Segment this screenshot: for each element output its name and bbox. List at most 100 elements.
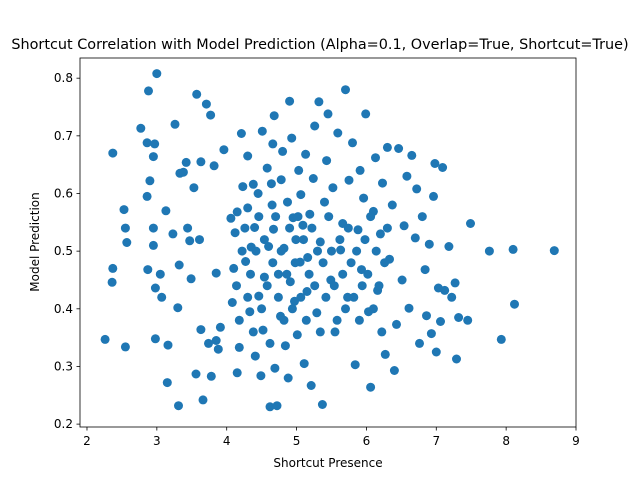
data-point [355, 165, 365, 175]
plot-frame [79, 57, 577, 428]
data-point [291, 235, 301, 245]
data-point [371, 153, 380, 163]
data-point [422, 311, 431, 321]
data-point [305, 209, 315, 219]
data-point [359, 193, 369, 203]
data-point [120, 342, 130, 352]
x-tick-label: 4 [223, 434, 231, 448]
data-point [268, 258, 278, 268]
data-point [211, 268, 221, 278]
data-point [378, 178, 387, 188]
data-point [375, 229, 385, 239]
data-point [143, 265, 153, 275]
data-point [276, 246, 286, 256]
data-point [303, 253, 313, 262]
data-point [397, 275, 407, 285]
data-point [377, 327, 387, 337]
data-point [357, 281, 367, 291]
data-point [315, 237, 325, 247]
data-point [317, 400, 327, 409]
data-point [173, 303, 183, 313]
data-point [335, 235, 345, 245]
data-point [360, 235, 370, 245]
data-point [301, 149, 311, 159]
data-point [292, 330, 302, 340]
data-point [417, 212, 427, 222]
data-point [380, 258, 390, 268]
data-point [330, 327, 340, 337]
data-point [201, 99, 211, 109]
data-point [332, 315, 342, 325]
data-point [394, 144, 404, 153]
data-point [323, 109, 333, 119]
data-point [452, 354, 461, 364]
data-point [238, 182, 248, 192]
data-point [276, 175, 286, 185]
data-point [243, 203, 253, 213]
data-point [150, 334, 160, 344]
data-point [150, 139, 160, 149]
data-point [157, 292, 167, 302]
data-points [100, 69, 559, 412]
data-point [148, 152, 158, 162]
data-point [262, 163, 272, 173]
data-point [279, 315, 289, 325]
data-point [293, 212, 303, 222]
data-point [352, 246, 362, 256]
data-point [152, 69, 162, 79]
data-point [100, 334, 110, 344]
data-point [272, 401, 282, 411]
data-point [314, 97, 324, 107]
y-tick-label: 0.2 [54, 417, 73, 431]
data-point [119, 205, 129, 215]
data-point [136, 123, 146, 133]
data-point [343, 292, 353, 302]
data-point [145, 176, 155, 186]
data-point [269, 111, 279, 121]
data-point [496, 334, 506, 344]
data-point [301, 315, 311, 325]
y-axis-ticks: 0.2 0.3 0.4 0.5 0.6 0.7 0.8 [54, 71, 80, 431]
data-point [283, 197, 292, 207]
data-point [191, 369, 201, 379]
data-point [322, 156, 332, 166]
data-point [204, 338, 213, 348]
data-point [363, 269, 373, 279]
data-point [420, 265, 430, 275]
data-point [230, 228, 240, 238]
data-point [107, 277, 117, 287]
data-point [236, 129, 246, 138]
data-point [254, 212, 264, 222]
data-point [426, 329, 436, 339]
data-point [196, 157, 206, 167]
data-point [299, 235, 308, 245]
data-point [192, 89, 202, 99]
data-point [466, 219, 475, 228]
data-point [122, 238, 132, 247]
data-point [256, 371, 266, 381]
data-point [382, 223, 392, 233]
data-point [333, 128, 343, 138]
data-point [251, 246, 261, 256]
data-point [108, 148, 118, 158]
data-point [321, 292, 331, 302]
data-point [438, 163, 448, 172]
data-point [302, 287, 312, 296]
data-point [549, 246, 559, 256]
data-point [186, 274, 196, 284]
data-point [392, 319, 401, 329]
data-point [312, 308, 322, 318]
data-point [174, 401, 183, 411]
data-point [349, 292, 359, 302]
data-point [290, 258, 300, 268]
data-point [510, 299, 519, 309]
x-tick-label: 3 [153, 434, 161, 448]
x-tick-label: 5 [293, 434, 301, 448]
data-point [211, 336, 221, 345]
data-point [243, 151, 253, 161]
data-point [344, 175, 354, 185]
data-point [266, 179, 276, 189]
data-point [353, 225, 363, 235]
data-point [346, 258, 356, 268]
